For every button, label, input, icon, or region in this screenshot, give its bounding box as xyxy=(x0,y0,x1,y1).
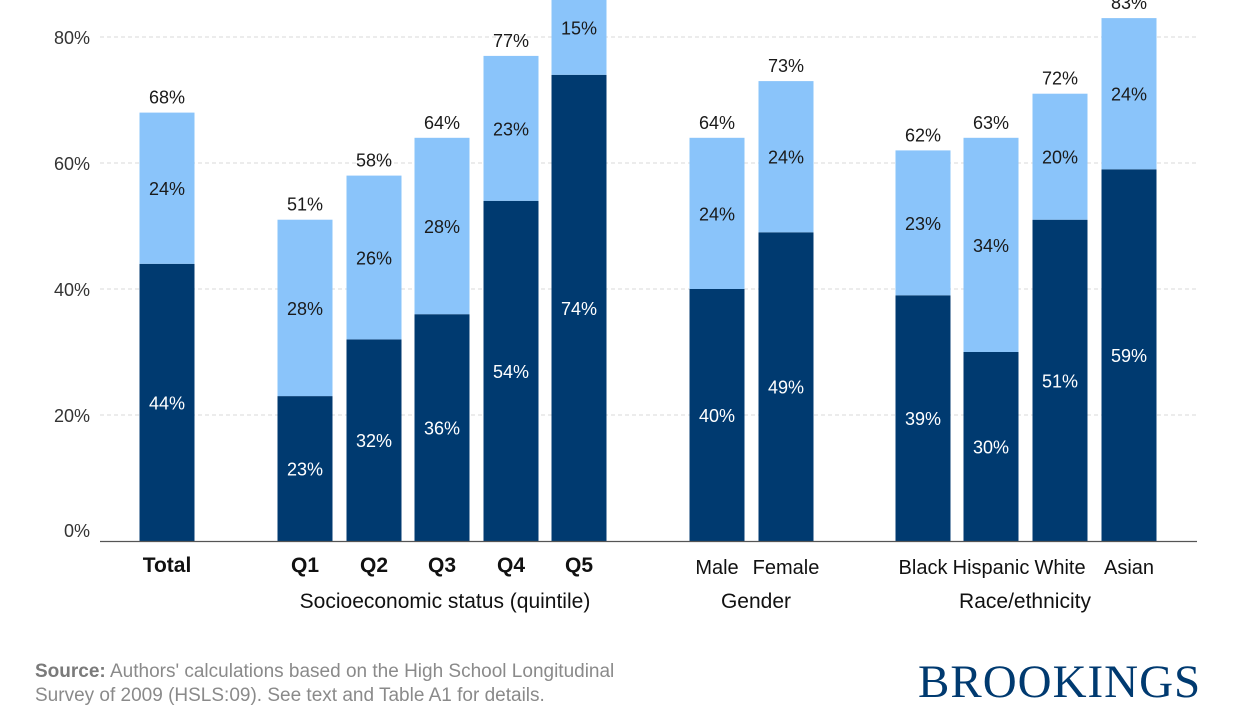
x-category-label: Asian xyxy=(1104,557,1154,579)
bar-segment-light xyxy=(963,137,1019,352)
bar-segment-dark xyxy=(551,74,607,542)
data-label-total: 58% xyxy=(356,151,392,171)
data-label-dark: 36% xyxy=(424,419,460,439)
x-group-label: Socioeconomic status (quintile) xyxy=(300,590,591,613)
bar-segment-dark xyxy=(1032,219,1088,541)
bar-segment-light xyxy=(277,219,333,397)
data-label-total: 64% xyxy=(699,113,735,133)
data-labels: 44% 24% 68% 23% 28% 51% 32% 26% 58% 36% 28% 64% 54% 2… xyxy=(149,0,1147,480)
x-category-label: Q4 xyxy=(497,554,525,577)
bar-segment-light xyxy=(1032,93,1088,220)
brookings-logo: BROOKINGS xyxy=(918,656,1202,708)
data-label-dark: 30% xyxy=(973,438,1009,458)
data-label-light: 24% xyxy=(149,179,185,199)
y-axis-tick-labels: 0% 20% 40% 60% 80% xyxy=(54,28,90,541)
y-tick-label: 20% xyxy=(54,406,90,426)
source-note: Source: Authors' calculations based on t… xyxy=(35,660,675,708)
x-category-label: Q3 xyxy=(428,554,456,577)
data-label-light: 24% xyxy=(699,204,735,224)
source-label: Source: xyxy=(35,661,106,682)
y-tick-label: 0% xyxy=(64,521,90,541)
data-label-light: 28% xyxy=(287,299,323,319)
y-tick-label: 80% xyxy=(54,28,90,48)
bar-segment-dark xyxy=(1101,169,1157,542)
data-label-light: 28% xyxy=(424,217,460,237)
data-label-dark: 54% xyxy=(493,362,529,382)
data-label-dark: 44% xyxy=(149,393,185,413)
data-label-total: 83% xyxy=(1111,0,1147,13)
x-category-label: Q1 xyxy=(291,554,319,577)
data-label-total: 62% xyxy=(905,125,941,145)
bar-segment-dark xyxy=(895,295,951,541)
x-axis-group-labels: Socioeconomic status (quintile) Gender Rac… xyxy=(300,590,1092,613)
data-label-dark: 40% xyxy=(699,406,735,426)
x-category-label: Total xyxy=(143,554,192,577)
x-axis-category-labels: Total Q1 Q2 Q3 Q4 Q5 Male Female Black Hispanic Wh… xyxy=(143,554,1154,579)
data-label-total: 63% xyxy=(973,113,1009,133)
x-category-label: Q5 xyxy=(565,554,593,577)
data-label-light: 23% xyxy=(905,214,941,234)
bar-segment-light xyxy=(758,81,814,233)
x-category-label: Q2 xyxy=(360,554,388,577)
data-label-dark: 74% xyxy=(561,299,597,319)
data-label-dark: 59% xyxy=(1111,346,1147,366)
data-label-light: 20% xyxy=(1042,148,1078,168)
x-category-label: Black xyxy=(899,557,949,579)
data-label-total: 68% xyxy=(149,88,185,108)
bar-segment-light xyxy=(1101,18,1157,170)
bar-segment-light xyxy=(551,0,607,75)
data-label-light: 23% xyxy=(493,119,529,139)
data-label-dark: 32% xyxy=(356,431,392,451)
x-category-label: Female xyxy=(753,557,820,579)
bar-segment-light xyxy=(689,137,745,289)
data-label-total: 64% xyxy=(424,113,460,133)
data-label-total: 72% xyxy=(1042,69,1078,89)
bar-segment-dark xyxy=(758,232,814,542)
x-group-label: Gender xyxy=(721,590,791,613)
bar-segment-light xyxy=(139,112,195,264)
bar-segment-dark xyxy=(414,314,470,541)
bar-segment-dark xyxy=(689,289,745,541)
data-label-light: 34% xyxy=(973,236,1009,256)
gridlines xyxy=(100,36,1197,416)
data-label-total: 73% xyxy=(768,56,804,76)
data-label-light: 15% xyxy=(561,19,597,39)
bar-segment-dark xyxy=(277,396,333,541)
data-label-dark: 51% xyxy=(1042,371,1078,391)
data-label-dark: 23% xyxy=(287,460,323,480)
bar-segment-light xyxy=(346,175,402,340)
bar-segment-dark xyxy=(139,263,195,541)
bars xyxy=(139,0,1157,542)
data-label-light: 24% xyxy=(1111,85,1147,105)
data-label-total: 51% xyxy=(287,195,323,215)
data-label-total: 77% xyxy=(493,31,529,51)
data-label-dark: 39% xyxy=(905,409,941,429)
bar-segment-light xyxy=(483,55,539,201)
x-category-label: White xyxy=(1034,557,1085,579)
bar-segment-dark xyxy=(483,200,539,542)
bar-segment-light xyxy=(895,150,951,296)
x-group-label: Race/ethnicity xyxy=(959,590,1091,613)
data-label-light: 24% xyxy=(768,148,804,168)
y-tick-label: 60% xyxy=(54,154,90,174)
bar-segment-light xyxy=(414,137,470,315)
data-label-light: 26% xyxy=(356,249,392,269)
x-category-label: Male xyxy=(695,557,738,579)
y-tick-label: 40% xyxy=(54,280,90,300)
source-text: Authors' calculations based on the High … xyxy=(35,661,615,706)
bar-segment-dark xyxy=(346,339,402,541)
x-category-label: Hispanic xyxy=(953,557,1030,579)
data-label-dark: 49% xyxy=(768,378,804,398)
bar-segment-dark xyxy=(963,352,1019,541)
